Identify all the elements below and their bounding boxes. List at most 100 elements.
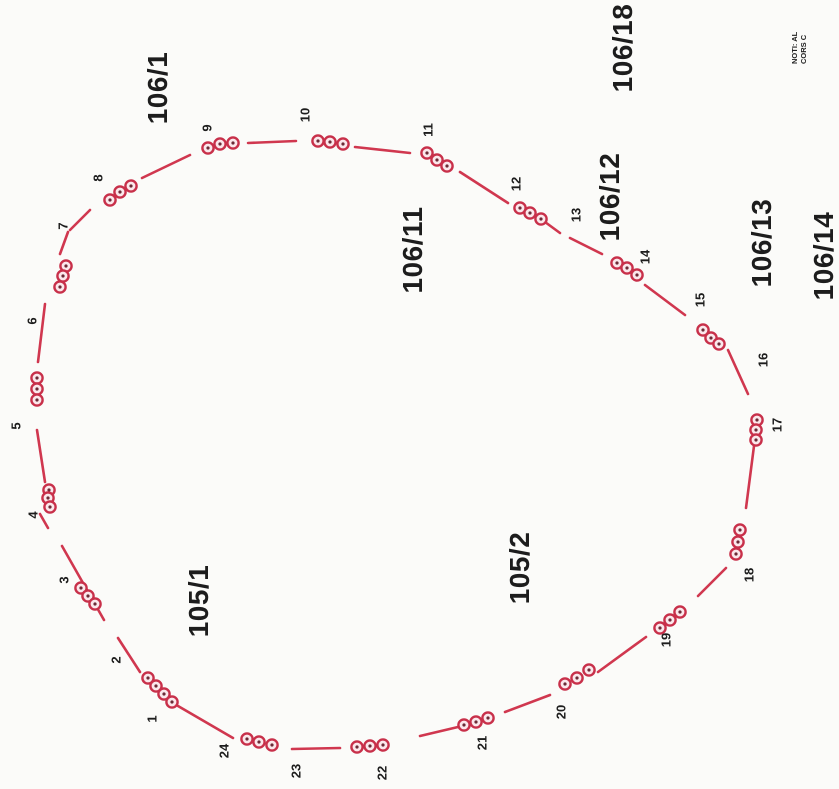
boundary-segment: [38, 512, 50, 530]
survey-marker-center: [35, 387, 39, 391]
survey-marker-center: [615, 261, 619, 265]
survey-marker-center: [355, 745, 359, 749]
survey-marker-cluster: [729, 523, 747, 561]
survey-marker-center: [79, 586, 83, 590]
boundary-segment: [418, 725, 460, 738]
boundary-segment: [68, 208, 92, 232]
point-label-5: 5: [8, 422, 24, 430]
point-label-21: 21: [474, 735, 490, 751]
survey-marker-center: [118, 190, 122, 194]
lot-106-12-label: 106/12: [594, 152, 625, 242]
survey-marker-cluster: [653, 605, 687, 635]
point-label-17: 17: [769, 417, 785, 433]
boundary-segment: [246, 139, 298, 145]
lot-106-18-label: 106/18: [607, 3, 638, 93]
survey-marker-center: [625, 266, 629, 270]
survey-marker-cluster: [350, 738, 390, 754]
survey-marker-cluster: [610, 256, 644, 282]
survey-marker-center: [701, 328, 705, 332]
point-label-20: 20: [553, 704, 569, 720]
point-label-9: 9: [199, 124, 215, 132]
point-label-2: 2: [108, 656, 124, 664]
survey-marker-center: [108, 198, 112, 202]
survey-marker-cluster: [201, 136, 240, 155]
survey-marker-center: [170, 700, 174, 704]
boundary-segment: [58, 230, 70, 256]
boundary-markers: [30, 134, 764, 754]
point-label-1: 1: [144, 715, 160, 723]
survey-marker-center: [518, 206, 522, 210]
survey-marker-center: [206, 146, 210, 150]
boundary-segment: [696, 566, 728, 598]
point-label-14: 14: [637, 249, 653, 265]
survey-marker-center: [245, 737, 249, 741]
boundary-segment: [36, 302, 47, 364]
survey-marker-center: [46, 496, 50, 500]
point-label-12: 12: [508, 176, 524, 192]
survey-marker-center: [129, 184, 133, 188]
lot-105-2-label: 105/2: [504, 531, 535, 605]
survey-marker-center: [162, 692, 166, 696]
boundary-segment: [35, 428, 47, 484]
survey-marker-cluster: [311, 134, 350, 151]
survey-marker-center: [368, 744, 372, 748]
survey-marker-cluster: [103, 179, 138, 207]
survey-marker-center: [146, 676, 150, 680]
survey-marker-center: [435, 158, 439, 162]
boundary-segment: [726, 348, 750, 396]
survey-marker-center: [218, 142, 222, 146]
survey-marker-center: [231, 141, 235, 145]
map-note-line-2: CORS C: [799, 34, 808, 64]
survey-marker-center: [64, 264, 68, 268]
survey-marker-center: [486, 716, 490, 720]
map-note-line-1: NOTI: AL: [790, 31, 799, 64]
point-label-15: 15: [692, 292, 708, 308]
survey-marker-cluster: [420, 146, 454, 173]
survey-marker-center: [474, 720, 478, 724]
survey-marker-center: [58, 285, 62, 289]
survey-marker-center: [425, 151, 429, 155]
lot-105-1-label: 105/1: [183, 564, 214, 638]
survey-marker-center: [316, 139, 320, 143]
point-label-11: 11: [420, 123, 436, 137]
survey-marker-center: [587, 668, 591, 672]
lot-106-11-label: 106/11: [397, 206, 428, 294]
survey-marker-center: [754, 438, 758, 442]
boundary-segment: [140, 153, 192, 180]
survey-marker-center: [668, 618, 672, 622]
survey-marker-cluster: [749, 413, 764, 447]
lot-106-13-label: 106/13: [746, 198, 777, 288]
point-label-24: 24: [216, 743, 232, 759]
point-label-22: 22: [374, 765, 390, 781]
point-label-10: 10: [297, 107, 313, 123]
point-label-13: 13: [568, 207, 584, 223]
survey-marker-center: [93, 602, 97, 606]
boundary-segment: [543, 220, 562, 235]
survey-marker-center: [381, 743, 385, 747]
survey-marker-center: [47, 488, 51, 492]
boundary-segment: [643, 283, 687, 317]
survey-marker-center: [736, 540, 740, 544]
survey-marker-center: [328, 140, 332, 144]
boundary-segment: [290, 746, 342, 751]
survey-marker-center: [86, 594, 90, 598]
survey-marker-center: [341, 142, 345, 146]
survey-marker-center: [658, 626, 662, 630]
survey-marker-cluster: [53, 259, 73, 294]
survey-marker-center: [154, 684, 158, 688]
survey-marker-cluster: [457, 711, 495, 732]
survey-marker-cluster: [558, 663, 596, 691]
survey-marker-cluster: [30, 371, 44, 407]
survey-marker-center: [35, 398, 39, 402]
survey-marker-center: [754, 428, 758, 432]
survey-marker-cluster: [41, 483, 57, 514]
boundary-segment: [458, 170, 510, 205]
survey-marker-center: [528, 211, 532, 215]
boundary-segment: [116, 636, 142, 674]
map-note: NOTI: AL CORS C: [790, 32, 808, 64]
survey-marker-center: [717, 342, 721, 346]
survey-marker-center: [755, 418, 759, 422]
survey-marker-center: [635, 273, 639, 277]
point-label-8: 8: [90, 174, 106, 182]
